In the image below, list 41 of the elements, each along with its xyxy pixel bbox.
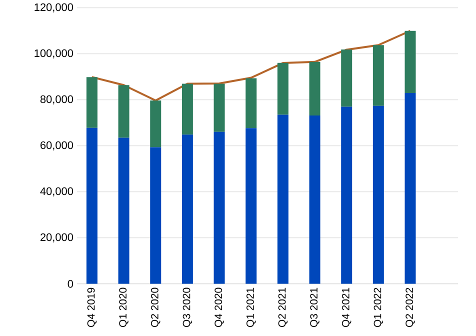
x-tick-label: Q2 2022 bbox=[406, 288, 415, 328]
bar bbox=[118, 85, 130, 138]
x-tick-label: Q4 2020 bbox=[214, 288, 224, 328]
bar bbox=[309, 116, 320, 284]
bar bbox=[277, 62, 288, 115]
y-tick-label: 40,000 bbox=[40, 187, 74, 196]
bar bbox=[372, 45, 384, 106]
x-tick-label: Q1 2021 bbox=[246, 288, 256, 328]
bar bbox=[118, 138, 130, 284]
bar bbox=[182, 134, 193, 284]
y-tick-label: 20,000 bbox=[40, 233, 74, 242]
x-tick-label: Q3 2020 bbox=[182, 288, 192, 328]
x-tick-label: Q1 2020 bbox=[119, 288, 128, 328]
bar bbox=[182, 84, 193, 135]
x-tick-label: Q2 2020 bbox=[150, 288, 160, 328]
bar bbox=[86, 77, 98, 128]
y-tick-label: 120,000 bbox=[34, 3, 74, 12]
bar bbox=[150, 147, 162, 284]
bar bbox=[404, 30, 416, 94]
x-tick-label: Q4 2021 bbox=[342, 288, 352, 328]
bar bbox=[341, 106, 352, 284]
bar bbox=[150, 100, 162, 148]
bar bbox=[372, 106, 384, 284]
bar bbox=[341, 50, 352, 107]
bar bbox=[246, 78, 257, 128]
x-tick-label: Q3 2021 bbox=[310, 288, 320, 328]
bar bbox=[86, 128, 98, 284]
y-tick-label: 60,000 bbox=[40, 141, 74, 150]
x-tick-label: Q1 2022 bbox=[374, 288, 384, 328]
line-series bbox=[90, 30, 412, 102]
bar bbox=[246, 128, 257, 284]
y-tick-label: 0 bbox=[68, 280, 74, 288]
bar bbox=[277, 114, 288, 284]
bar bbox=[214, 84, 225, 132]
y-tick-label: 80,000 bbox=[40, 95, 74, 104]
y-tick-label: 100,000 bbox=[34, 49, 74, 58]
x-tick-label: Q2 2021 bbox=[278, 288, 288, 328]
bar bbox=[309, 62, 320, 116]
bar bbox=[404, 93, 416, 284]
x-tick-label: Q4 2019 bbox=[87, 288, 97, 328]
bar bbox=[214, 132, 225, 284]
